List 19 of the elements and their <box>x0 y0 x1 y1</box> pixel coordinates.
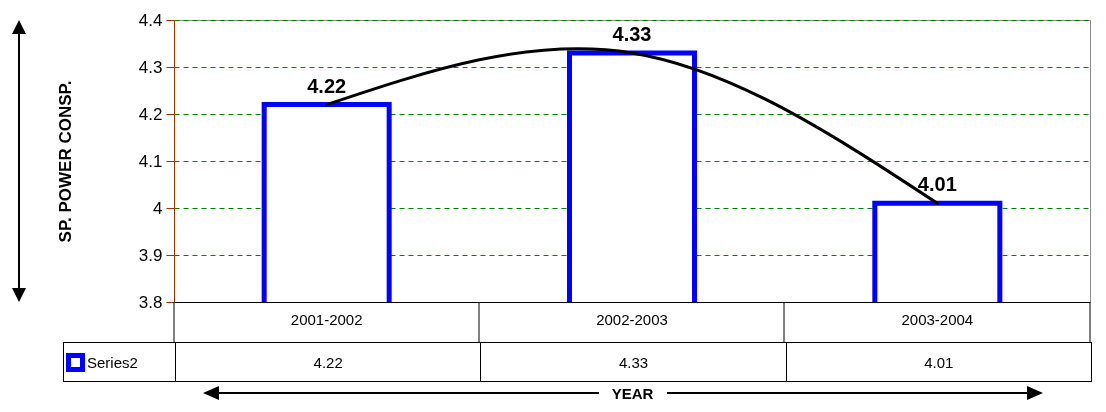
y-tick-label: 4.1 <box>138 151 163 171</box>
data-label: 4.01 <box>785 343 1091 381</box>
x-tick-label: 2002-2003 <box>596 310 668 328</box>
data-label: 4.22 <box>307 74 347 97</box>
x-tick-label: 2001-2002 <box>290 310 363 328</box>
y-tick-label: 4.4 <box>138 10 163 30</box>
y-tick-label: 4.3 <box>138 57 163 77</box>
data-label: 4.22 <box>175 343 481 381</box>
legend-label: Series2 <box>87 353 138 371</box>
y-tick-label: 4 <box>153 198 163 218</box>
data-label: 4.33 <box>612 22 652 45</box>
x-tick-label: 2003-2004 <box>901 310 974 328</box>
y-tick-label: 3.9 <box>138 245 163 265</box>
x-axis-title: YEAR <box>611 384 654 402</box>
data-label: 4.01 <box>917 173 957 196</box>
data-label: 4.33 <box>480 343 786 381</box>
y-axis-title: SP. POWER CONSP. <box>55 80 75 243</box>
y-tick-label: 4.2 <box>138 104 163 124</box>
y-tick-label: 3.8 <box>138 292 163 312</box>
